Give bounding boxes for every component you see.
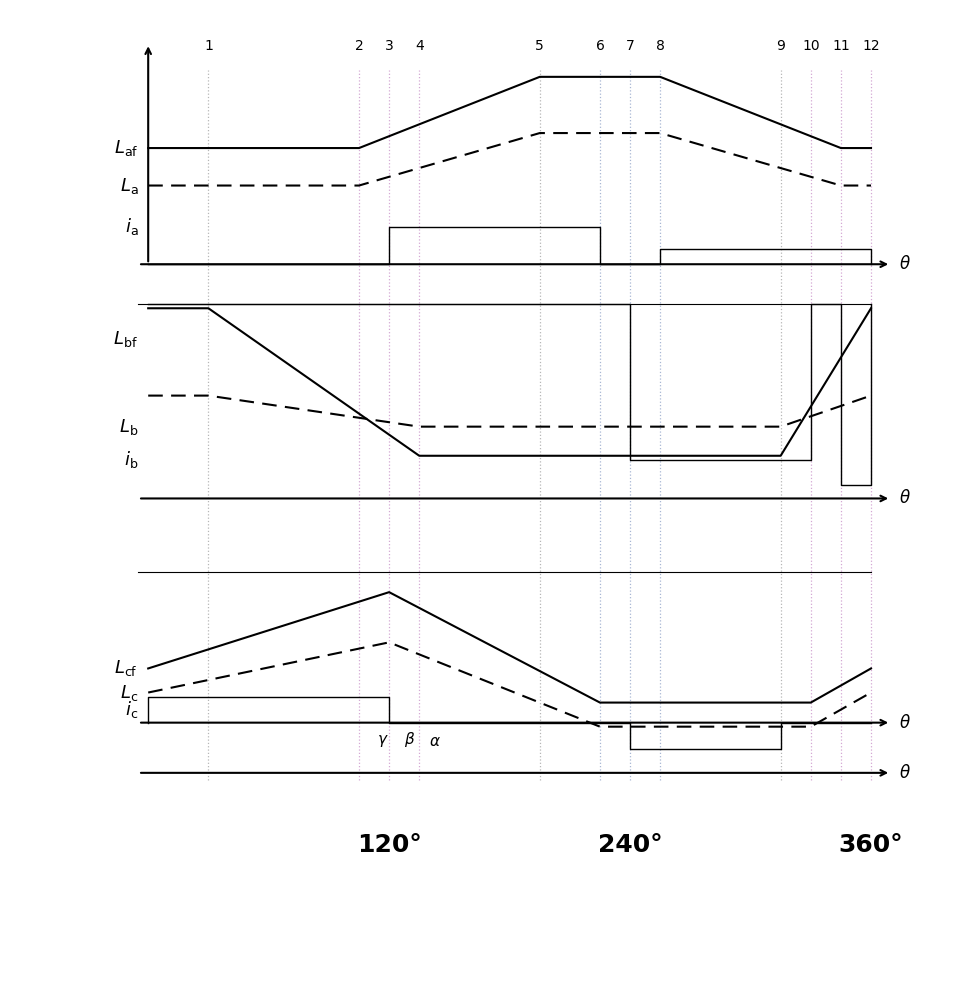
Text: $i_{\mathrm{b}}$: $i_{\mathrm{b}}$ bbox=[123, 449, 138, 470]
Text: 3: 3 bbox=[385, 39, 394, 53]
Text: 12: 12 bbox=[862, 39, 880, 53]
Text: $L_{\mathrm{b}}$: $L_{\mathrm{b}}$ bbox=[119, 417, 138, 437]
Text: 7: 7 bbox=[625, 39, 634, 53]
Text: $\beta$: $\beta$ bbox=[404, 730, 415, 749]
Text: $L_{\mathrm{bf}}$: $L_{\mathrm{bf}}$ bbox=[114, 329, 138, 349]
Text: $\theta$: $\theta$ bbox=[899, 714, 911, 732]
Text: $L_{\mathrm{af}}$: $L_{\mathrm{af}}$ bbox=[114, 138, 138, 158]
Text: $L_{\mathrm{cf}}$: $L_{\mathrm{cf}}$ bbox=[115, 658, 138, 678]
Text: $\theta$: $\theta$ bbox=[899, 489, 911, 507]
Text: 9: 9 bbox=[776, 39, 785, 53]
Text: 6: 6 bbox=[596, 39, 605, 53]
Text: 240°: 240° bbox=[598, 833, 662, 857]
Text: 8: 8 bbox=[656, 39, 664, 53]
Text: $\alpha$: $\alpha$ bbox=[429, 734, 441, 749]
Text: 4: 4 bbox=[415, 39, 423, 53]
Text: $\gamma$: $\gamma$ bbox=[377, 733, 389, 749]
Text: 5: 5 bbox=[535, 39, 544, 53]
Text: 2: 2 bbox=[355, 39, 364, 53]
Text: $i_{\mathrm{a}}$: $i_{\mathrm{a}}$ bbox=[124, 216, 138, 237]
Text: 360°: 360° bbox=[839, 833, 904, 857]
Text: 11: 11 bbox=[832, 39, 850, 53]
Text: 120°: 120° bbox=[357, 833, 421, 857]
Text: 1: 1 bbox=[204, 39, 213, 53]
Text: $L_{\mathrm{c}}$: $L_{\mathrm{c}}$ bbox=[120, 683, 138, 703]
Text: $\theta$: $\theta$ bbox=[899, 764, 911, 782]
Text: $L_{\mathrm{a}}$: $L_{\mathrm{a}}$ bbox=[120, 176, 138, 196]
Text: $\theta$: $\theta$ bbox=[899, 255, 911, 273]
Text: $i_{\mathrm{c}}$: $i_{\mathrm{c}}$ bbox=[125, 699, 138, 720]
Text: 10: 10 bbox=[802, 39, 819, 53]
